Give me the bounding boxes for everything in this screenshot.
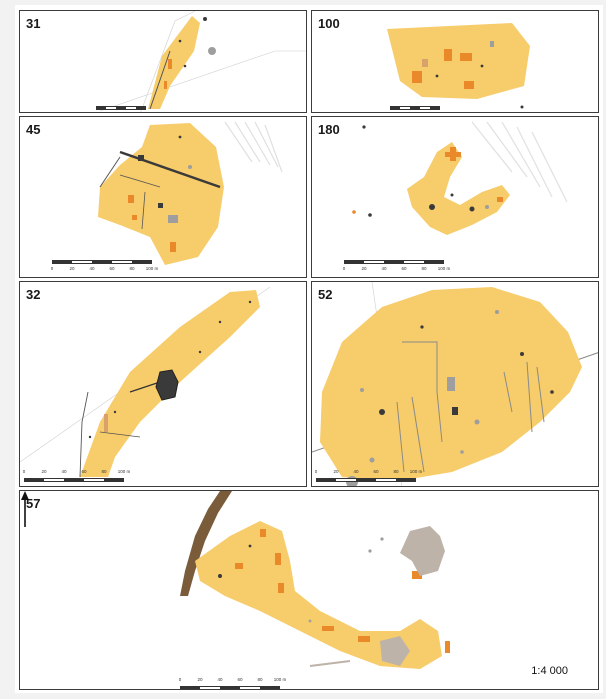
- site-panel-57: 57 0 20 40 60: [19, 490, 599, 690]
- scale-tick: 20: [197, 677, 203, 682]
- scale-tick: 60: [373, 469, 379, 474]
- site-panel-31: 31: [19, 10, 307, 113]
- map-scale-label: 1:4 000: [531, 665, 568, 677]
- scale-tick: 0: [314, 469, 318, 474]
- site-plan: [20, 286, 271, 478]
- site-area: [195, 521, 442, 669]
- scale-tick: 100 m: [409, 469, 423, 474]
- scale-tick: 100 m: [117, 469, 131, 474]
- scale-tick: 0: [50, 266, 54, 271]
- scale-tick: 0: [342, 266, 346, 271]
- panel-label: 52: [318, 287, 333, 302]
- panel-label: 45: [26, 122, 41, 137]
- scale-tick: 100 m: [145, 266, 159, 271]
- north-arrow-icon: [21, 491, 29, 527]
- site-panel-32: 32 0 20 40 60 80 100 m: [19, 281, 307, 487]
- site-panel-45: 45 0 20 40: [19, 116, 307, 278]
- site-plan: [98, 121, 283, 265]
- site-area: [407, 142, 510, 235]
- scale-tick: 40: [353, 469, 359, 474]
- scale-tick: 80: [129, 266, 135, 271]
- scale-tick: 40: [381, 266, 387, 271]
- scale-tick: 20: [361, 266, 367, 271]
- site-panel-180: 180 0 20 40 60: [311, 116, 599, 278]
- site-area: [148, 16, 200, 109]
- site-plan: [352, 121, 568, 235]
- scale-tick: 60: [81, 469, 87, 474]
- panel-label: 100: [318, 16, 340, 31]
- scale-tick: 80: [101, 469, 107, 474]
- scale-tick: 40: [217, 677, 223, 682]
- panel-label: 31: [26, 16, 41, 31]
- site-plan: [312, 282, 598, 486]
- scale-tick: 60: [237, 677, 243, 682]
- site-plan: [99, 11, 306, 112]
- scale-tick: 80: [393, 469, 399, 474]
- panel-label: 57: [26, 496, 41, 511]
- scale-tick: 20: [41, 469, 47, 474]
- scale-tick: 0: [178, 677, 182, 682]
- scale-tick: 100 m: [273, 677, 287, 682]
- site-panel-100: 100: [311, 10, 599, 113]
- scale-tick: 80: [421, 266, 427, 271]
- scale-tick: 40: [61, 469, 67, 474]
- panel-label: 32: [26, 287, 41, 302]
- scale-tick: 20: [69, 266, 75, 271]
- panel-label: 180: [318, 122, 340, 137]
- scale-tick: 0: [22, 469, 26, 474]
- site-area: [387, 23, 530, 99]
- river: [180, 491, 232, 596]
- scale-tick: 60: [401, 266, 407, 271]
- site-plan: [180, 491, 450, 669]
- scale-tick: 100 m: [437, 266, 451, 271]
- scale-tick: 80: [257, 677, 263, 682]
- figure-sheet: 31 100: [15, 5, 603, 693]
- site-panel-52: 52: [311, 281, 599, 487]
- site-area: [98, 123, 224, 265]
- scale-tick: 20: [333, 469, 339, 474]
- scale-tick: 40: [89, 266, 95, 271]
- scale-tick: 60: [109, 266, 115, 271]
- site-plan: [387, 23, 530, 109]
